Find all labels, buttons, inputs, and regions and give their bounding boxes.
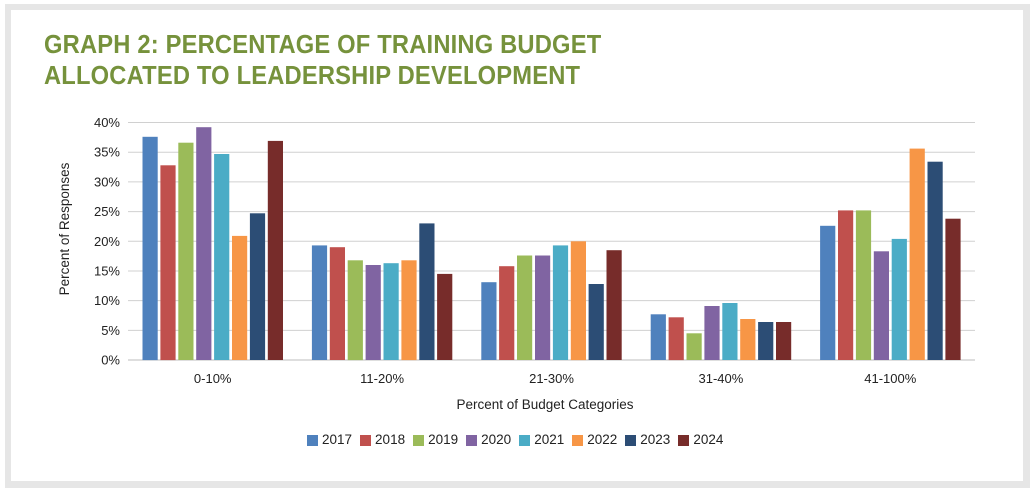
x-tick-label: 21-30% [529,371,574,386]
bar-2021-21-30% [552,245,569,360]
bar-2021-31-40% [722,303,738,360]
x-tick-label: 41-100% [864,371,916,386]
x-axis-ticks: 0-10% 11-20% 21-30% 31-40% 41-100% [194,371,917,386]
bar-2022-11-20% [401,260,417,361]
bar-2019-41-100% [855,210,872,360]
chart-title-line-2: ALLOCATED TO LEADERSHIP DEVELOPMENT [44,62,581,90]
bars [142,127,961,361]
legend-label: 2024 [693,432,724,447]
legend-item-2023: 2023 [625,432,670,448]
legend-swatch [678,434,690,446]
bar-2017-21-30% [481,282,497,360]
bar-2018-31-40% [668,317,684,361]
chart-title: GRAPH 2: PERCENTAGE OF TRAINING BUDGET A… [44,30,601,92]
legend-item-2018: 2018 [360,432,405,448]
legend-swatch [519,434,531,446]
y-tick-label: 40% [94,115,120,130]
y-tick-label: 35% [94,145,120,160]
legend-swatch [307,434,318,446]
bar-2022-0-10% [232,235,248,360]
bar-2019-31-40% [686,333,702,360]
legend-item-2024: 2024 [678,432,723,448]
bar-2023-21-30% [588,284,604,360]
y-axis-ticks: 0% 5% 10% 15% 20% 25% 30% 35% 40% [94,115,120,368]
legend-label: 2022 [587,432,618,447]
chart-title-line-1: GRAPH 2: PERCENTAGE OF TRAINING BUDGET [44,31,602,59]
bar-2023-0-10% [249,213,266,360]
legend-swatch [413,434,425,446]
y-tick-label: 10% [94,293,120,308]
bar-2023-31-40% [758,322,774,360]
legend-item-2020: 2020 [466,432,511,448]
bar-2021-0-10% [214,154,230,360]
legend-swatch [466,434,478,446]
y-tick-label: 30% [94,174,120,189]
bar-2022-41-100% [909,148,925,360]
y-tick-label: 5% [101,323,120,338]
bar-2019-21-30% [517,255,533,360]
bar-2023-41-100% [927,161,943,360]
legend-swatch [625,434,637,446]
legend-label: 2021 [534,432,565,447]
bar-2017-11-20% [311,245,328,360]
y-tick-label: 20% [94,234,120,249]
bar-2024-21-30% [606,250,622,360]
bar-2020-0-10% [196,127,212,360]
bar-2018-0-10% [160,165,176,361]
x-tick-label: 0-10% [194,371,232,386]
bar-2022-31-40% [740,319,756,360]
bar-2017-0-10% [142,136,158,361]
bar-2024-41-100% [945,218,961,360]
bar-2024-11-20% [437,273,453,360]
bar-2018-11-20% [329,247,345,360]
legend-label: 2018 [375,432,406,447]
y-tick-label: 25% [94,204,120,219]
x-tick-label: 31-40% [698,371,743,386]
y-axis-title: Percent of Responses [57,162,72,295]
bar-2021-41-100% [891,238,907,360]
bar-2018-21-30% [499,266,515,360]
bar-2023-11-20% [419,223,435,360]
legend-swatch [572,434,584,446]
bar-2020-21-30% [535,255,551,360]
bar-2024-31-40% [776,322,792,360]
legend-swatch [360,434,372,446]
bar-2024-0-10% [267,140,283,360]
bar-2021-11-20% [383,263,399,360]
legend-item-2019: 2019 [413,432,458,448]
bar-2019-0-10% [178,142,194,360]
legend-item-2022: 2022 [572,432,617,448]
bar-2020-41-100% [873,251,889,360]
bar-2020-11-20% [365,265,381,360]
legend-label: 2017 [322,432,353,447]
bar-2020-31-40% [704,306,720,360]
y-tick-label: 0% [101,353,120,368]
legend-item-2017: 2017 [307,432,352,448]
bar-2019-11-20% [347,260,363,361]
legend-item-2021: 2021 [519,432,564,448]
legend-label: 2019 [428,432,459,447]
bar-2017-41-100% [820,225,836,360]
legend: 2017 2018 2019 2020 2021 2022 2023 2024 [307,432,731,448]
legend-label: 2020 [481,432,512,447]
x-tick-label: 11-20% [360,371,404,386]
y-tick-label: 15% [94,263,120,278]
bar-2022-21-30% [570,241,586,361]
x-axis-title: Percent of Budget Categories [456,397,633,412]
bar-2017-31-40% [650,314,666,360]
bar-2018-41-100% [838,210,854,360]
legend-label: 2023 [640,432,671,447]
